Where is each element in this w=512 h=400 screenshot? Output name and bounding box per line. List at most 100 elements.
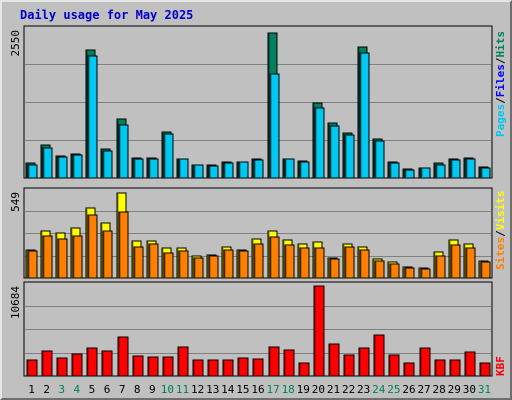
sites-bar: [178, 250, 189, 279]
kbytes-bar: [162, 356, 174, 377]
kbytes-bar: [464, 351, 476, 377]
day-label: 14: [221, 383, 235, 396]
pages-bar: [42, 147, 53, 179]
sites-bar: [374, 260, 385, 279]
sites-bar: [87, 214, 98, 279]
kbytes-bar: [449, 359, 461, 377]
kbytes-bar: [419, 347, 431, 377]
sites-bar: [238, 250, 249, 279]
pages-bar: [57, 156, 68, 179]
pages-bar: [208, 165, 219, 179]
pages-bar: [314, 107, 325, 179]
middle-legend-entry: /: [494, 230, 507, 237]
sites-bar: [163, 252, 174, 279]
kbytes-bar: [343, 354, 355, 377]
day-label: 23: [357, 383, 370, 396]
sites-bar: [102, 230, 113, 279]
day-label: 16: [251, 383, 264, 396]
day-label: 31: [478, 383, 491, 396]
sites-bar: [389, 263, 400, 279]
kbytes-bar: [26, 359, 38, 377]
kbytes-bar: [222, 359, 234, 377]
top-panel-max-label: 2550: [9, 30, 22, 57]
kbytes-bar: [358, 347, 370, 377]
pages-bar: [253, 159, 264, 179]
day-label: 29: [448, 383, 461, 396]
pages-bar: [450, 159, 461, 179]
sites-bar: [314, 247, 325, 279]
sites-bar: [435, 255, 446, 279]
day-label: 24: [372, 383, 386, 396]
sites-bar: [420, 268, 431, 279]
pages-bar: [148, 158, 159, 179]
kbytes-bar: [56, 357, 68, 377]
kbytes-bar: [132, 355, 144, 377]
pages-bar: [329, 125, 340, 179]
sites-bar: [329, 258, 340, 279]
kbytes-bar: [434, 359, 446, 377]
pages-bar: [238, 161, 249, 179]
sites-bar: [299, 247, 310, 279]
day-label: 20: [312, 383, 325, 396]
pages-bar: [465, 158, 476, 179]
bottom-panel-max-label: 10684: [9, 286, 22, 319]
sites-bar: [465, 247, 476, 279]
kbytes-bar: [403, 362, 415, 377]
pages-bar: [72, 154, 83, 179]
sites-bar: [27, 250, 38, 279]
kbytes-bar: [177, 346, 189, 377]
day-label: 10: [161, 383, 174, 396]
day-label: 18: [282, 383, 295, 396]
pages-bar: [133, 158, 144, 179]
bottom-legend: KBF: [494, 356, 507, 376]
day-label: 3: [58, 383, 65, 396]
middle-legend: Sites/Visits: [494, 191, 507, 271]
top-legend-entry: /: [494, 97, 507, 104]
kbytes-bar: [252, 358, 264, 377]
day-label: 2: [43, 383, 50, 396]
pages-bar: [389, 162, 400, 179]
kbytes-bar: [207, 359, 219, 377]
kbytes-bar: [192, 359, 204, 377]
kbytes-bar: [86, 347, 98, 377]
sites-bar: [269, 236, 280, 279]
day-label: 4: [74, 383, 81, 396]
sites-bar: [253, 243, 264, 279]
day-label: 6: [104, 383, 111, 396]
sites-bar: [359, 249, 370, 279]
bottom-legend-entry: F: [494, 356, 507, 363]
sites-bar: [450, 244, 461, 279]
bottom-legend-entry: KB: [494, 362, 507, 376]
sites-bar: [57, 238, 68, 279]
pages-bar: [344, 134, 355, 179]
top-legend-entry: Pages: [494, 104, 507, 137]
sites-bar: [72, 235, 83, 279]
sites-bar: [118, 211, 129, 279]
pages-bar: [223, 162, 234, 179]
pages-bar: [178, 158, 189, 179]
middle-legend-entry: Sites: [494, 237, 507, 270]
pages-bar: [269, 73, 280, 179]
day-label: 17: [266, 383, 279, 396]
day-label: 21: [327, 383, 340, 396]
kbytes-bar: [237, 357, 249, 377]
top-legend-entry: Hits: [494, 31, 507, 58]
sites-bar: [344, 246, 355, 279]
day-label: 9: [149, 383, 156, 396]
sites-bar: [148, 243, 159, 279]
day-label: 19: [297, 383, 310, 396]
sites-bar: [284, 244, 295, 279]
day-label: 28: [433, 383, 446, 396]
kbytes-bar: [373, 334, 385, 377]
pages-bar: [480, 167, 491, 179]
kbytes-bar: [117, 336, 129, 377]
kbytes-bar: [313, 285, 325, 377]
pages-bar: [102, 150, 113, 179]
day-label: 7: [119, 383, 126, 396]
kbytes-bar: [71, 353, 83, 377]
day-label: 5: [89, 383, 96, 396]
pages-bar: [193, 164, 204, 179]
chart-title: Daily usage for May 2025: [20, 8, 194, 22]
pages-bar: [420, 167, 431, 179]
